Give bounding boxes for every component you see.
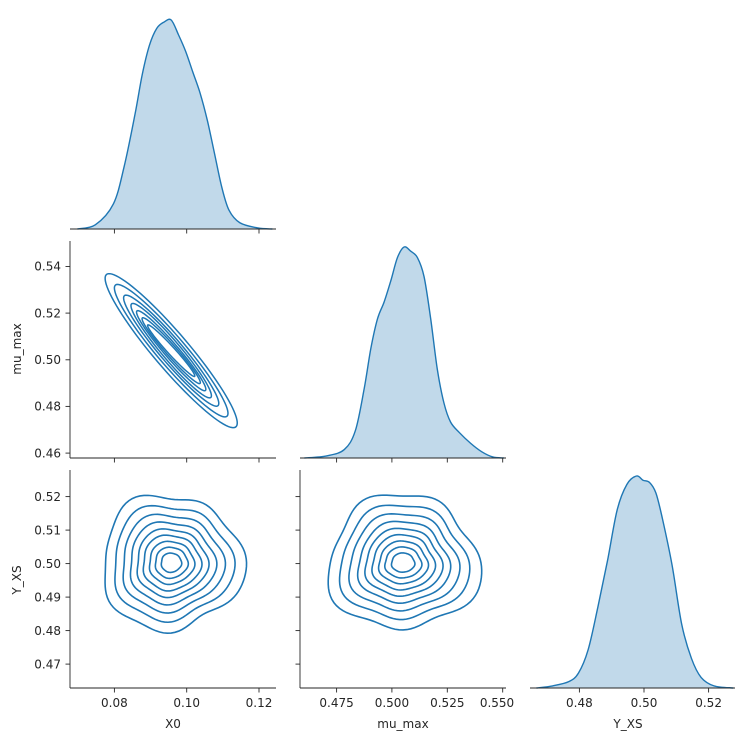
kde-contour-level xyxy=(327,494,483,631)
x-tick-label: 0.12 xyxy=(246,696,273,710)
kde-contour-level xyxy=(122,513,227,614)
y-axis-title-mu-max: mu_max xyxy=(10,323,24,374)
kde-contours-x0-y-xs xyxy=(104,494,248,635)
y-tick-label: 0.52 xyxy=(34,306,61,320)
y-tick-label: 0.51 xyxy=(34,523,61,537)
x-tick-label: 0.550 xyxy=(480,696,514,710)
y-tick-label: 0.49 xyxy=(34,590,61,604)
panel-mu-max-kde xyxy=(300,246,506,463)
kde-contours-mu-max-y-xs xyxy=(327,494,483,631)
kde-line-mu-max xyxy=(304,246,504,459)
kde-contour-level xyxy=(113,283,229,418)
y-tick-label: 0.50 xyxy=(34,557,61,571)
kde-contour-level xyxy=(141,316,202,385)
kde-contour-level xyxy=(136,528,210,599)
y-tick-label: 0.50 xyxy=(34,353,61,367)
kde-contour-level xyxy=(142,534,203,592)
x-tick-label: 0.10 xyxy=(173,696,200,710)
panel-x0-vs-mu-max: 0.46 0.48 0.50 0.52 0.54 mu_max xyxy=(10,241,276,463)
x-tick-label: 0.48 xyxy=(566,696,593,710)
panel-mu-max-vs-y-xs: 0.475 0.500 0.525 0.550 mu_max xyxy=(295,470,514,731)
kde-contour-level xyxy=(148,540,196,586)
kde-contour-level xyxy=(383,546,423,579)
kde-fill-mu-max xyxy=(304,246,504,458)
kde-fill-x0 xyxy=(77,19,273,230)
kde-contour-level xyxy=(371,533,437,591)
kde-contour-level xyxy=(129,521,218,606)
kde-contour-level xyxy=(377,540,430,585)
x-tick-label: 0.50 xyxy=(631,696,658,710)
x-tick-label: 0.525 xyxy=(430,696,464,710)
kde-contour-level xyxy=(356,520,452,605)
x-axis-title-y-xs: Y_XS xyxy=(612,717,642,731)
y-tick-label: 0.52 xyxy=(34,490,61,504)
kde-contours-x0-mu-max xyxy=(104,272,238,429)
kde-contour-level xyxy=(348,513,461,612)
x-tick-label: 0.500 xyxy=(375,696,409,710)
kde-contour-level xyxy=(104,272,238,429)
x-axis-title-mu-max: mu_max xyxy=(377,717,428,731)
y-tick-label: 0.54 xyxy=(34,260,61,274)
kde-contour-level xyxy=(114,504,236,624)
x-axis-title-x0: X0 xyxy=(165,717,181,731)
kde-contour-level xyxy=(390,552,416,573)
panel-x0-kde xyxy=(70,18,276,234)
kde-contour-level xyxy=(135,309,207,392)
y-tick-label: 0.46 xyxy=(34,446,61,460)
x-tick-label: 0.52 xyxy=(695,696,722,710)
x-tick-label: 0.475 xyxy=(319,696,353,710)
kde-contour-level xyxy=(154,546,190,580)
kde-contour-level xyxy=(338,504,471,621)
kde-contour-level xyxy=(160,552,183,574)
y-tick-label: 0.47 xyxy=(34,657,61,671)
kde-contour-level xyxy=(122,294,220,407)
panel-y-xs-kde: 0.48 0.50 0.52 Y_XS xyxy=(530,475,735,731)
kde-fill-y-xs xyxy=(536,475,734,688)
kde-contour-level xyxy=(364,527,444,598)
y-axis-title-y-xs: Y_XS xyxy=(10,565,24,595)
x-tick-label: 0.08 xyxy=(101,696,128,710)
kde-line-x0 xyxy=(77,18,273,230)
kde-line-y-xs xyxy=(536,475,734,689)
panel-x0-vs-y-xs: 0.47 0.48 0.49 0.50 0.51 0.52 Y_XS 0.08 … xyxy=(10,470,276,731)
kde-contour-level xyxy=(104,494,248,635)
kde-contour-level xyxy=(146,324,196,378)
y-tick-label: 0.48 xyxy=(34,400,61,414)
y-tick-label: 0.48 xyxy=(34,624,61,638)
kde-contour-level xyxy=(130,302,213,399)
